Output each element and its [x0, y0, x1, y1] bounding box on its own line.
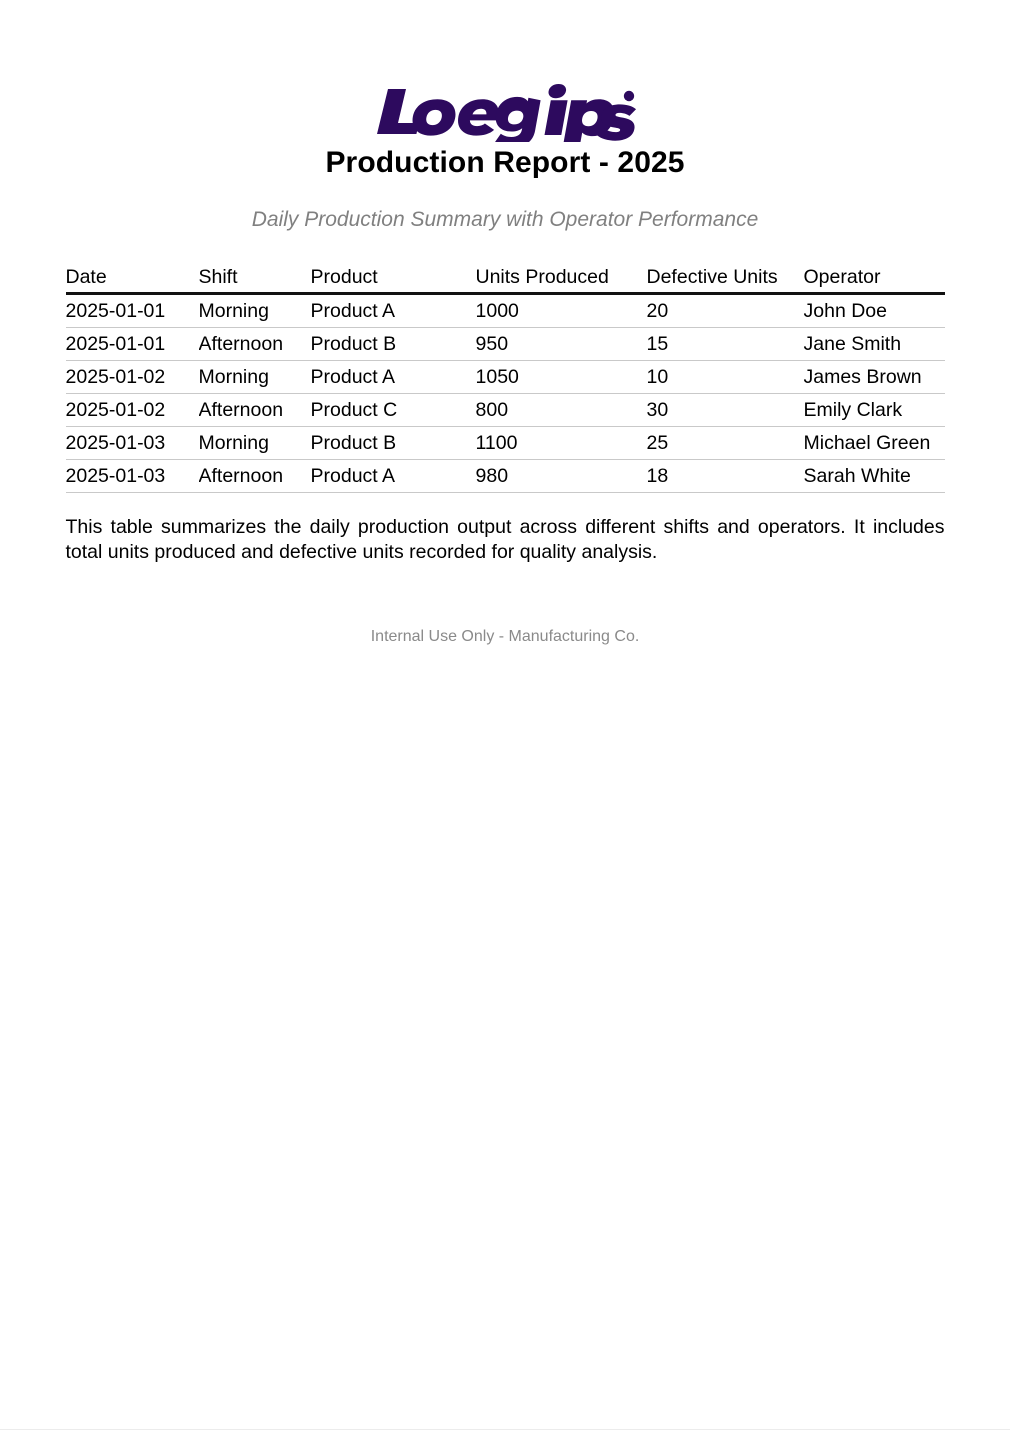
page-subtitle: Daily Production Summary with Operator P…	[251, 207, 759, 231]
table-header: Date Shift Product Units Produced Defect…	[65, 261, 945, 295]
cell-units-produced: 1000	[475, 293, 647, 328]
cell-date: 2025-01-01	[65, 293, 199, 328]
column-header-shift: Shift	[198, 261, 311, 295]
cell-shift: Morning	[198, 426, 311, 460]
cell-shift: Afternoon	[198, 459, 311, 493]
footer-note: Internal Use Only - Manufacturing Co.	[370, 628, 640, 646]
cell-date: 2025-01-02	[65, 360, 199, 394]
cell-date: 2025-01-02	[65, 393, 199, 427]
cell-product: Product A	[310, 293, 476, 328]
cell-defective-units: 15	[646, 327, 804, 361]
table-row: 2025-01-02 Afternoon Product C 800 30 Em…	[65, 393, 945, 427]
brand-logo	[0, 0, 1010, 142]
production-table: Date Shift Product Units Produced Defect…	[65, 261, 945, 493]
page-bottom-divider	[0, 1429, 1010, 1430]
table-row: 2025-01-01 Afternoon Product B 950 15 Ja…	[65, 327, 945, 361]
logoipsum-wordmark-icon	[377, 84, 636, 142]
cell-operator: John Doe	[803, 293, 945, 328]
cell-operator: Jane Smith	[803, 327, 945, 361]
column-header-defective-units: Defective Units	[646, 261, 804, 295]
cell-defective-units: 18	[646, 459, 804, 493]
table-description: This table summarizes the daily producti…	[65, 515, 945, 564]
cell-operator: Sarah White	[803, 459, 945, 493]
cell-shift: Afternoon	[198, 327, 311, 361]
table-row: 2025-01-02 Morning Product A 1050 10 Jam…	[65, 360, 945, 394]
production-table-wrapper: Date Shift Product Units Produced Defect…	[65, 232, 945, 493]
cell-product: Product B	[310, 426, 476, 460]
column-header-operator: Operator	[803, 261, 945, 295]
cell-defective-units: 20	[646, 293, 804, 328]
cell-operator: James Brown	[803, 360, 945, 394]
cell-defective-units: 30	[646, 393, 804, 427]
table-header-row: Date Shift Product Units Produced Defect…	[65, 261, 945, 295]
cell-date: 2025-01-03	[65, 426, 199, 460]
cell-units-produced: 1100	[475, 426, 647, 460]
table-row: 2025-01-01 Morning Product A 1000 20 Joh…	[65, 293, 945, 328]
page-title: Production Report - 2025	[325, 146, 685, 179]
cell-units-produced: 980	[475, 459, 647, 493]
cell-defective-units: 10	[646, 360, 804, 394]
cell-units-produced: 950	[475, 327, 647, 361]
cell-defective-units: 25	[646, 426, 804, 460]
column-header-product: Product	[310, 261, 476, 295]
cell-shift: Afternoon	[198, 393, 311, 427]
cell-product: Product B	[310, 327, 476, 361]
cell-product: Product C	[310, 393, 476, 427]
cell-shift: Morning	[198, 293, 311, 328]
table-row: 2025-01-03 Afternoon Product A 980 18 Sa…	[65, 459, 945, 493]
table-body: 2025-01-01 Morning Product A 1000 20 Joh…	[65, 293, 945, 493]
cell-shift: Morning	[198, 360, 311, 394]
cell-units-produced: 1050	[475, 360, 647, 394]
cell-operator: Emily Clark	[803, 393, 945, 427]
cell-units-produced: 800	[475, 393, 647, 427]
cell-product: Product A	[310, 459, 476, 493]
cell-product: Product A	[310, 360, 476, 394]
column-header-date: Date	[65, 261, 199, 295]
table-row: 2025-01-03 Morning Product B 1100 25 Mic…	[65, 426, 945, 460]
cell-date: 2025-01-03	[65, 459, 199, 493]
column-header-units-produced: Units Produced	[475, 261, 647, 295]
cell-operator: Michael Green	[803, 426, 945, 460]
cell-date: 2025-01-01	[65, 327, 199, 361]
